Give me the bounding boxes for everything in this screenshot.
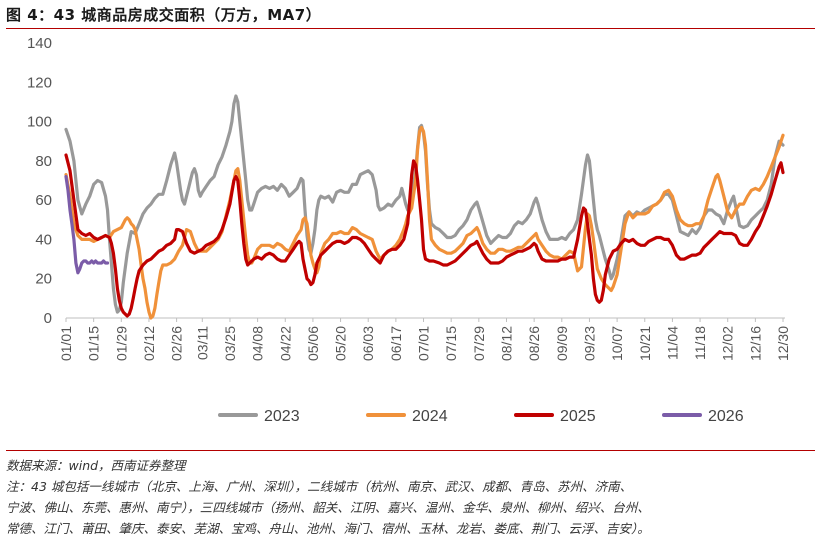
city-note-line-1: 注：43 城包括一线城市（北京、上海、广州、深圳），二线城市（杭州、南京、武汉、…	[6, 479, 633, 494]
x-tick-label: 03/11	[194, 326, 210, 360]
x-tick-label: 03/25	[222, 326, 238, 361]
x-tick-label: 08/12	[498, 326, 514, 361]
x-tick-label: 11/18	[692, 326, 708, 360]
x-tick-label: 05/20	[333, 326, 349, 361]
source-note: 数据来源：wind，西南证券整理	[6, 458, 186, 473]
x-tick-label: 04/22	[277, 326, 293, 361]
y-tick-label: 20	[35, 271, 52, 288]
x-tick-label: 01/15	[86, 326, 102, 361]
legend-label-2023: 2023	[264, 408, 300, 425]
title-divider	[6, 28, 815, 29]
x-tick-label: 12/30	[775, 326, 791, 361]
x-tick-label: 05/06	[305, 326, 321, 361]
y-tick-label: 140	[27, 35, 52, 52]
y-tick-label: 60	[35, 192, 52, 209]
legend-label-2024: 2024	[412, 408, 448, 425]
x-tick-label: 02/12	[141, 326, 157, 361]
series-line-2023	[64, 94, 785, 314]
x-tick-label: 06/03	[360, 326, 376, 361]
x-tick-label: 10/21	[637, 326, 653, 361]
y-tick-label: 100	[27, 114, 52, 131]
x-tick-label: 07/01	[416, 326, 432, 361]
legend-label-2026: 2026	[708, 408, 744, 425]
y-tick-label: 0	[44, 310, 52, 327]
x-tick-label: 02/26	[169, 326, 185, 361]
x-tick-label: 01/01	[58, 326, 74, 361]
x-tick-label: 09/23	[581, 326, 597, 361]
figure-title: 图 4：43 城商品房成交面积（万方，MA7）	[6, 6, 322, 24]
x-tick-label: 06/17	[388, 326, 404, 361]
x-tick-label: 07/15	[443, 326, 459, 361]
y-tick-label: 80	[35, 153, 52, 170]
series-lines	[64, 94, 785, 320]
legend: 2023 2024 2025 2026	[218, 408, 744, 425]
x-tick-label: 07/29	[471, 326, 487, 361]
x-tick-label: 09/09	[554, 326, 570, 361]
notes-block: 数据来源：wind，西南证券整理 注：43 城包括一线城市（北京、上海、广州、深…	[6, 455, 816, 539]
x-tick-label: 10/07	[609, 326, 625, 361]
series-line-2026	[64, 175, 110, 275]
legend-label-2025: 2025	[560, 408, 596, 425]
x-tick-label: 11/04	[664, 326, 680, 360]
y-tick-label: 40	[35, 231, 52, 248]
x-axis: 01/01 01/15 01/29 02/12 02/26 03/11 03/25 04/08…	[58, 317, 791, 361]
x-tick-label: 12/02	[720, 326, 736, 361]
x-tick-label: 01/29	[113, 326, 129, 361]
x-tick-label: 08/26	[526, 326, 542, 361]
notes-divider	[6, 450, 815, 451]
city-note-line-3: 常德、江门、莆田、肇庆、泰安、芜湖、宝鸡、舟山、池州、海门、宿州、玉林、龙岩、娄…	[6, 521, 650, 536]
y-axis-ticks: 0 20 40 60 80 100 120 140	[27, 35, 52, 327]
series-line-2025	[64, 153, 785, 318]
y-tick-label: 120	[27, 74, 52, 91]
x-tick-label: 04/08	[250, 326, 266, 361]
x-tick-label: 12/16	[747, 326, 763, 361]
city-note-line-2: 宁波、佛山、东莞、惠州、南宁），三四线城市（扬州、韶关、江阴、嘉兴、温州、金华、…	[6, 500, 650, 515]
